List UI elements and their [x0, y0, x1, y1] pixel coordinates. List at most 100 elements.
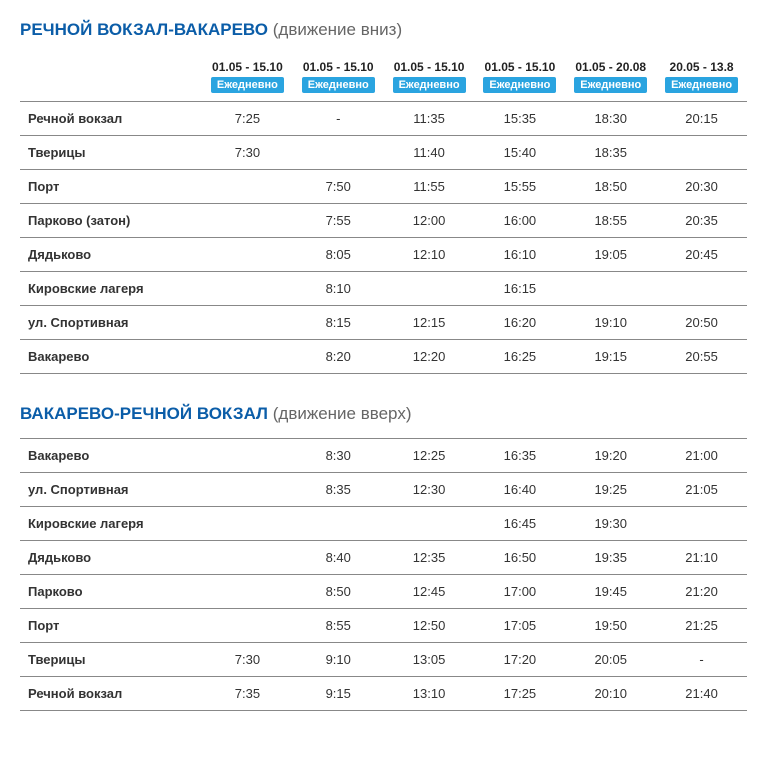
time-cell: 8:05 [293, 238, 384, 272]
time-cell: 12:20 [384, 340, 475, 374]
table-row: Вакарево8:3012:2516:3519:2021:00 [20, 439, 747, 473]
time-cell: 12:35 [384, 541, 475, 575]
time-cell [202, 473, 293, 507]
time-cell: 17:05 [474, 609, 565, 643]
date-range: 20.05 - 13.8 [660, 60, 743, 74]
time-cell: 16:50 [474, 541, 565, 575]
time-cell: 21:10 [656, 541, 747, 575]
stop-name: Речной вокзал [20, 102, 202, 136]
time-cell [293, 507, 384, 541]
frequency-badge: Ежедневно [211, 77, 284, 93]
table-row: Кировские лагеря16:4519:30 [20, 507, 747, 541]
time-cell [202, 170, 293, 204]
date-range: 01.05 - 15.10 [478, 60, 561, 74]
table-row: Вакарево8:2012:2016:2519:1520:55 [20, 340, 747, 374]
time-cell: 16:15 [474, 272, 565, 306]
time-cell: 12:00 [384, 204, 475, 238]
time-cell: 9:10 [293, 643, 384, 677]
time-cell: 7:25 [202, 102, 293, 136]
time-cell: 21:20 [656, 575, 747, 609]
table-row: Порт7:5011:5515:5518:5020:30 [20, 170, 747, 204]
time-cell [293, 136, 384, 170]
stop-name: ул. Спортивная [20, 306, 202, 340]
stop-name: Кировские лагеря [20, 272, 202, 306]
time-cell: 20:45 [656, 238, 747, 272]
time-cell: 7:30 [202, 643, 293, 677]
time-cell: 20:50 [656, 306, 747, 340]
time-cell [202, 439, 293, 473]
time-cell: 16:35 [474, 439, 565, 473]
time-cell: 7:50 [293, 170, 384, 204]
route-name: ВАКАРЕВО-РЕЧНОЙ ВОКЗАЛ [20, 404, 268, 423]
time-cell [202, 541, 293, 575]
stop-name: Порт [20, 609, 202, 643]
stop-name: Дядьково [20, 238, 202, 272]
block-title: РЕЧНОЙ ВОКЗАЛ-ВАКАРЕВО (движение вниз) [20, 20, 747, 40]
time-cell [202, 272, 293, 306]
time-cell: 16:00 [474, 204, 565, 238]
time-cell: 18:35 [565, 136, 656, 170]
stop-name: Тверицы [20, 136, 202, 170]
schedule-table: Вакарево8:3012:2516:3519:2021:00ул. Спор… [20, 438, 747, 711]
time-cell: 18:30 [565, 102, 656, 136]
time-cell: 15:35 [474, 102, 565, 136]
stop-name: ул. Спортивная [20, 473, 202, 507]
route-direction: (движение вниз) [273, 20, 402, 39]
time-cell: 15:40 [474, 136, 565, 170]
table-row: Порт8:5512:5017:0519:5021:25 [20, 609, 747, 643]
stop-name: Кировские лагеря [20, 507, 202, 541]
time-cell: 17:25 [474, 677, 565, 711]
table-row: Речной вокзал7:25-11:3515:3518:3020:15 [20, 102, 747, 136]
time-cell: - [656, 643, 747, 677]
time-cell: - [293, 102, 384, 136]
time-cell: 8:55 [293, 609, 384, 643]
column-header: 01.05 - 15.10Ежедневно [202, 54, 293, 102]
time-cell: 11:35 [384, 102, 475, 136]
stop-name: Вакарево [20, 340, 202, 374]
time-cell: 7:35 [202, 677, 293, 711]
route-direction: (движение вверх) [273, 404, 412, 423]
time-cell: 21:25 [656, 609, 747, 643]
time-cell: 20:05 [565, 643, 656, 677]
date-range: 01.05 - 20.08 [569, 60, 652, 74]
time-cell: 19:45 [565, 575, 656, 609]
time-cell: 19:15 [565, 340, 656, 374]
stop-name: Порт [20, 170, 202, 204]
time-cell: 20:30 [656, 170, 747, 204]
table-row: Кировские лагеря8:1016:15 [20, 272, 747, 306]
table-row: Тверицы7:309:1013:0517:2020:05- [20, 643, 747, 677]
time-cell: 20:10 [565, 677, 656, 711]
table-row: Дядьково8:0512:1016:1019:0520:45 [20, 238, 747, 272]
time-cell [384, 272, 475, 306]
time-cell: 13:10 [384, 677, 475, 711]
time-cell: 15:55 [474, 170, 565, 204]
time-cell: 19:50 [565, 609, 656, 643]
time-cell: 7:30 [202, 136, 293, 170]
time-cell [656, 272, 747, 306]
column-header: 01.05 - 15.10Ежедневно [474, 54, 565, 102]
time-cell: 17:00 [474, 575, 565, 609]
time-cell: 9:15 [293, 677, 384, 711]
stop-name: Дядьково [20, 541, 202, 575]
time-cell: 12:10 [384, 238, 475, 272]
table-row: Парково8:5012:4517:0019:4521:20 [20, 575, 747, 609]
time-cell: 11:40 [384, 136, 475, 170]
table-row: ул. Спортивная8:3512:3016:4019:2521:05 [20, 473, 747, 507]
time-cell: 12:45 [384, 575, 475, 609]
time-cell: 20:15 [656, 102, 747, 136]
time-cell: 11:55 [384, 170, 475, 204]
frequency-badge: Ежедневно [393, 77, 466, 93]
schedule-table: 01.05 - 15.10Ежедневно01.05 - 15.10Ежедн… [20, 54, 747, 374]
block-title: ВАКАРЕВО-РЕЧНОЙ ВОКЗАЛ (движение вверх) [20, 404, 747, 424]
time-cell [384, 507, 475, 541]
frequency-badge: Ежедневно [665, 77, 738, 93]
time-cell [202, 609, 293, 643]
table-row: Парково (затон)7:5512:0016:0018:5520:35 [20, 204, 747, 238]
time-cell: 8:35 [293, 473, 384, 507]
time-cell: 17:20 [474, 643, 565, 677]
table-row: ул. Спортивная8:1512:1516:2019:1020:50 [20, 306, 747, 340]
time-cell: 16:10 [474, 238, 565, 272]
date-range: 01.05 - 15.10 [297, 60, 380, 74]
time-cell [202, 204, 293, 238]
time-cell: 19:30 [565, 507, 656, 541]
